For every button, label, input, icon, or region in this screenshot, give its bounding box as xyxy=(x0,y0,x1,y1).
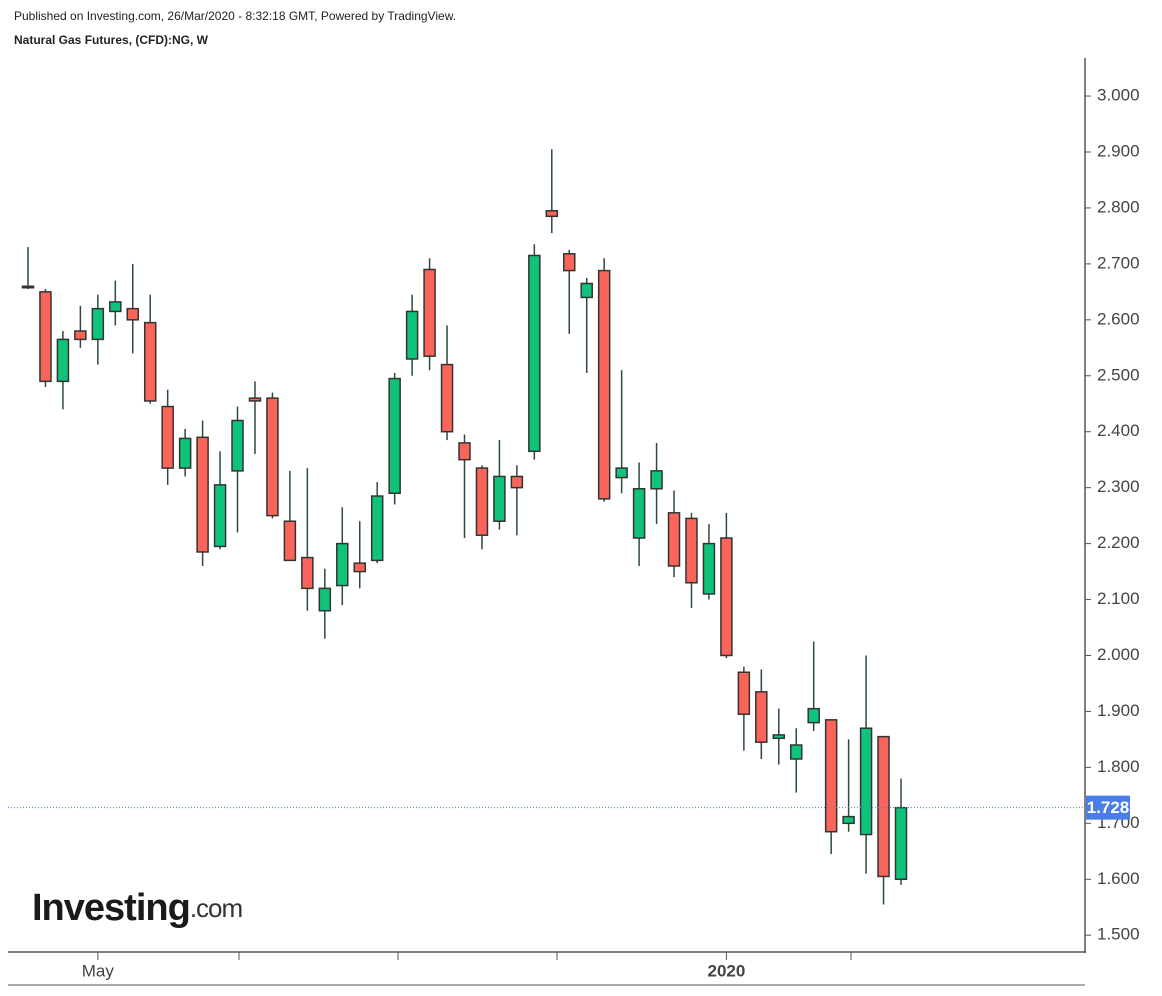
candle-body xyxy=(632,488,646,539)
logo-suffix: .com xyxy=(190,893,242,923)
candle-body xyxy=(772,734,786,740)
candle-body xyxy=(789,744,803,760)
candle-body xyxy=(178,437,192,469)
logo-name: Investing xyxy=(32,887,190,929)
candle-body xyxy=(580,282,593,299)
candle-body xyxy=(824,719,838,833)
candle-body xyxy=(405,310,419,360)
y-tick-label: 2.800 xyxy=(1097,197,1140,216)
y-tick-label: 1.800 xyxy=(1097,757,1140,776)
candle-body xyxy=(475,467,489,536)
last-price-label: 1.728 xyxy=(1087,798,1130,817)
published-note: Published on Investing.com, 26/Mar/2020 … xyxy=(14,9,456,23)
y-tick-label: 3.000 xyxy=(1097,86,1140,105)
candle-body xyxy=(39,291,52,383)
candle-body xyxy=(877,735,890,878)
candle-body xyxy=(493,475,506,522)
candle-body xyxy=(807,707,820,724)
candle-body xyxy=(91,307,105,341)
candle-body xyxy=(56,338,70,383)
candle-body xyxy=(213,484,227,548)
candle-body xyxy=(283,520,297,562)
candle-body xyxy=(161,405,174,469)
candle-body xyxy=(755,691,768,743)
candle-body xyxy=(859,727,873,836)
candle-body xyxy=(336,542,349,587)
candle-body xyxy=(248,397,262,402)
candle-body xyxy=(440,363,454,433)
x-tick-label: 2020 xyxy=(707,961,745,980)
candle-body xyxy=(423,268,436,357)
candle-body xyxy=(545,209,559,218)
y-tick-label: 1.600 xyxy=(1097,869,1140,888)
y-tick-label: 2.300 xyxy=(1097,477,1140,496)
candle-body xyxy=(21,285,35,289)
candle-body xyxy=(318,587,332,612)
candle-body xyxy=(563,253,576,272)
candle-body xyxy=(737,671,751,715)
candle-body xyxy=(597,269,611,500)
candle-body xyxy=(685,517,698,584)
candle-body xyxy=(301,556,314,590)
candle-body xyxy=(510,475,524,489)
y-tick-label: 2.400 xyxy=(1097,421,1140,440)
candle-body xyxy=(667,512,681,567)
y-tick-label: 2.000 xyxy=(1097,645,1140,664)
x-tick-label: May xyxy=(82,961,115,980)
y-tick-label: 2.600 xyxy=(1097,309,1140,328)
candle-body xyxy=(143,321,157,402)
y-tick-label: 1.900 xyxy=(1097,701,1140,720)
candle-body xyxy=(388,377,401,495)
candle-body xyxy=(894,806,908,881)
candle-body xyxy=(650,470,663,490)
logo: Investing.com xyxy=(32,887,242,929)
candle-body xyxy=(458,442,471,461)
candle-body xyxy=(370,495,384,562)
candle-body xyxy=(126,307,140,321)
candle-body xyxy=(842,815,855,825)
candle-body xyxy=(266,397,279,517)
candle-body xyxy=(528,254,541,453)
y-tick-label: 2.700 xyxy=(1097,253,1140,272)
candle-body xyxy=(720,537,733,657)
candle-body xyxy=(615,467,628,479)
candle-body xyxy=(702,542,716,595)
y-tick-label: 2.100 xyxy=(1097,589,1140,608)
symbol-title: Natural Gas Futures, (CFD):NG, W xyxy=(14,33,209,47)
candle-body xyxy=(353,562,366,573)
y-tick-label: 2.500 xyxy=(1097,365,1140,384)
candle-body xyxy=(74,330,87,341)
candle-body xyxy=(231,419,244,472)
candle-body xyxy=(109,301,122,313)
y-tick-label: 2.200 xyxy=(1097,533,1140,552)
y-tick-label: 1.500 xyxy=(1097,925,1140,944)
y-tick-label: 2.900 xyxy=(1097,141,1140,160)
candle-body xyxy=(196,436,209,553)
last-price-box xyxy=(1086,795,1130,820)
